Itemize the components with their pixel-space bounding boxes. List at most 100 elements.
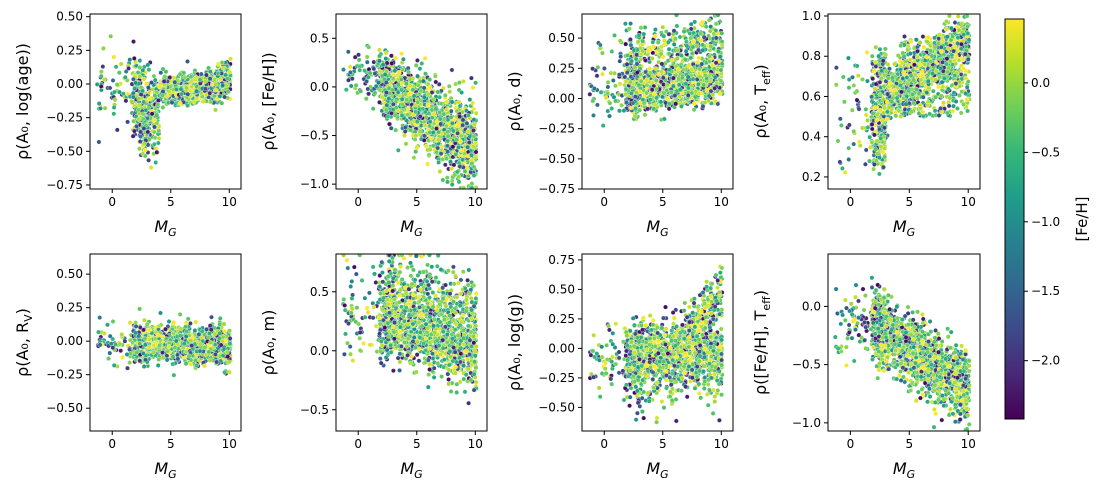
- scatter-point: [632, 113, 638, 119]
- scatter-point: [461, 79, 466, 84]
- scatter-point: [377, 53, 382, 59]
- scatter-point: [395, 147, 401, 153]
- scatter-point: [172, 79, 178, 85]
- scatter-point: [603, 95, 609, 101]
- scatter-point: [451, 128, 456, 134]
- scatter-point: [471, 134, 477, 139]
- scatter-point: [174, 87, 179, 92]
- scatter-point: [401, 56, 406, 62]
- scatter-point: [653, 66, 659, 71]
- scatter-point: [348, 70, 353, 75]
- scatter-point: [423, 71, 428, 77]
- y-tick-label: 0.50: [56, 10, 83, 24]
- y-axis-label: ρ(A₀, [Fe/H]): [259, 52, 278, 150]
- scatter-point: [100, 64, 106, 69]
- scatter-point: [453, 152, 459, 157]
- scatter-point: [383, 80, 389, 85]
- scatter-point: [469, 185, 475, 189]
- scatter-point: [383, 107, 389, 113]
- scatter-point: [473, 110, 479, 116]
- scatter-point: [696, 55, 702, 61]
- scatter-point: [125, 119, 130, 125]
- scatter-point: [111, 111, 117, 117]
- scatter-point: [708, 43, 714, 49]
- scatter-point: [605, 79, 611, 85]
- scatter-point: [701, 34, 707, 40]
- scatter-point: [363, 96, 369, 102]
- scatter-point: [382, 72, 388, 77]
- scatter-point: [436, 137, 441, 143]
- scatter-point: [390, 101, 396, 107]
- x-tick-label: 10: [222, 195, 237, 209]
- scatter-point: [597, 42, 603, 48]
- scatter-point: [395, 82, 401, 88]
- scatter-point: [658, 51, 664, 57]
- scatter-point: [111, 54, 117, 60]
- scatter-point: [155, 140, 161, 146]
- scatter-point: [364, 79, 369, 84]
- scatter-point: [357, 67, 363, 73]
- scatter-point: [408, 127, 414, 133]
- scatter-point: [698, 31, 703, 36]
- scatter-point: [719, 30, 725, 36]
- scatter-point: [392, 68, 398, 74]
- scatter-point: [659, 44, 664, 50]
- x-tick-label: 10: [468, 195, 483, 209]
- scatter-point: [393, 55, 398, 61]
- scatter-point: [353, 82, 359, 88]
- scatter-point: [607, 113, 612, 119]
- scatter-point: [362, 68, 367, 73]
- y-tick-label: −0.5: [300, 129, 329, 143]
- scatter-point: [435, 145, 441, 151]
- scatter-point: [184, 85, 189, 91]
- scatter-point: [427, 147, 433, 152]
- scatter-point: [149, 80, 154, 85]
- scatter-point: [653, 27, 658, 32]
- scatter-point: [457, 103, 463, 109]
- scatter-point: [426, 138, 431, 143]
- scatter-point: [177, 71, 183, 77]
- scatter-point: [384, 90, 389, 95]
- scatter-point: [666, 46, 672, 52]
- scatter-point: [208, 99, 213, 105]
- scatter-point: [399, 77, 404, 82]
- scatter-point: [403, 141, 409, 147]
- scatter-point: [193, 75, 199, 80]
- scatter-point: [438, 121, 444, 127]
- scatter-point: [465, 113, 471, 118]
- scatter-point: [99, 69, 104, 75]
- scatter-point: [364, 54, 370, 60]
- scatter-point: [116, 70, 122, 76]
- scatter-point: [715, 14, 721, 18]
- scatter-point: [674, 56, 680, 61]
- scatter-point: [213, 82, 219, 87]
- scatter-point: [376, 80, 381, 86]
- scatter-point: [224, 76, 230, 81]
- scatter-point: [431, 97, 436, 102]
- scatter-point: [684, 39, 689, 45]
- y-tick-label: −0.75: [46, 178, 83, 192]
- scatter-point: [609, 106, 615, 111]
- scatter-point: [145, 62, 151, 68]
- x-axis-label: MG: [400, 217, 422, 239]
- scatter-point: [438, 151, 444, 157]
- scatter-point: [449, 99, 455, 105]
- scatter-point: [679, 53, 684, 58]
- scatter-point: [134, 123, 139, 129]
- scatter-point: [679, 75, 685, 81]
- scatter-point: [215, 70, 221, 76]
- scatter-point: [393, 127, 399, 133]
- scatter-point: [131, 94, 136, 100]
- scatter-point: [454, 137, 460, 143]
- scatter-point: [459, 148, 464, 153]
- axes-frame: [335, 13, 488, 190]
- scatter-point: [674, 23, 680, 29]
- scatter-point: [444, 107, 449, 113]
- scatter-point: [689, 51, 695, 56]
- scatter-point: [441, 111, 447, 117]
- scatter-point: [213, 87, 218, 93]
- scatter-point: [138, 134, 143, 139]
- scatter-point: [427, 123, 432, 129]
- scatter-point: [671, 42, 677, 47]
- scatter-point: [152, 135, 158, 141]
